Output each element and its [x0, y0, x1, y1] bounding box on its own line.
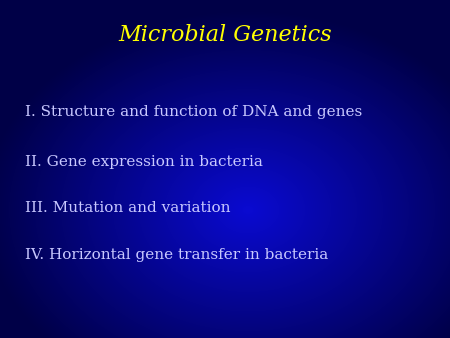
Text: IV. Horizontal gene transfer in bacteria: IV. Horizontal gene transfer in bacteria: [25, 248, 328, 262]
Text: Microbial Genetics: Microbial Genetics: [118, 24, 332, 47]
Text: I. Structure and function of DNA and genes: I. Structure and function of DNA and gen…: [25, 104, 362, 119]
Text: III. Mutation and variation: III. Mutation and variation: [25, 201, 230, 215]
Text: II. Gene expression in bacteria: II. Gene expression in bacteria: [25, 155, 263, 169]
